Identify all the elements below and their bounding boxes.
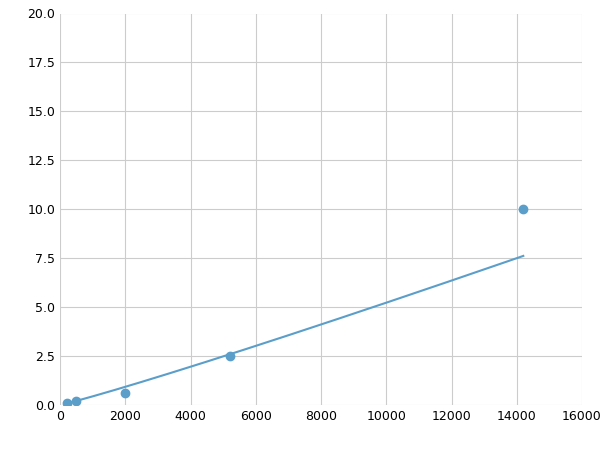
Point	[62, 400, 71, 407]
Point	[518, 206, 528, 213]
Point	[121, 390, 130, 397]
Point	[71, 397, 81, 405]
Point	[225, 352, 235, 360]
